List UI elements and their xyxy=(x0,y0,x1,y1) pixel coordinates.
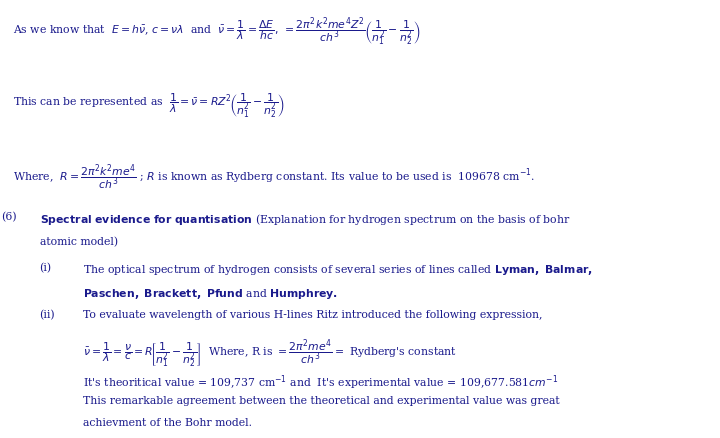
Text: (ii): (ii) xyxy=(40,310,55,320)
Text: Where,  $R = \dfrac{2\pi^2 k^2 me^4}{ch^3}$ ; $R$ is known as Rydberg constant. : Where, $R = \dfrac{2\pi^2 k^2 me^4}{ch^3… xyxy=(13,162,535,192)
Text: (i): (i) xyxy=(40,263,52,273)
Text: This can be represented as  $\dfrac{1}{\lambda} = \bar{\nu} = RZ^2\!\left(\dfrac: This can be represented as $\dfrac{1}{\l… xyxy=(13,92,284,120)
Text: It's theoritical value = 109,737 cm$^{-1}$ and  It's experimental value = 109,67: It's theoritical value = 109,737 cm$^{-1… xyxy=(83,373,558,392)
Text: achievment of the Bohr model.: achievment of the Bohr model. xyxy=(83,418,252,428)
Text: As we know that  $E = h\bar{\nu}$, $c = \nu\lambda$  and  $\bar{\nu} = \dfrac{1}: As we know that $E = h\bar{\nu}$, $c = \… xyxy=(13,15,420,48)
Text: $\mathbf{Paschen,\ Brackett,\ Pfund}$ and $\mathbf{Humphrey.}$: $\mathbf{Paschen,\ Brackett,\ Pfund}$ an… xyxy=(83,287,338,301)
Text: (6): (6) xyxy=(1,212,17,223)
Text: atomic model): atomic model) xyxy=(40,237,118,248)
Text: The optical spectrum of hydrogen consists of several series of lines called $\ma: The optical spectrum of hydrogen consist… xyxy=(83,263,593,277)
Text: $\bar{\nu} = \dfrac{1}{\lambda} = \dfrac{\nu}{c} = R\!\left[\dfrac{1}{n_1^2} - \: $\bar{\nu} = \dfrac{1}{\lambda} = \dfrac… xyxy=(83,337,457,370)
Text: This remarkable agreement between the theoretical and experimental value was gre: This remarkable agreement between the th… xyxy=(83,396,559,406)
Text: To evaluate wavelength of various H-lines Ritz introduced the following expressi: To evaluate wavelength of various H-line… xyxy=(83,310,542,320)
Text: $\mathbf{Spectral\ evidence\ for\ quantisation}$ (Explanation for hydrogen spect: $\mathbf{Spectral\ evidence\ for\ quanti… xyxy=(40,212,570,227)
